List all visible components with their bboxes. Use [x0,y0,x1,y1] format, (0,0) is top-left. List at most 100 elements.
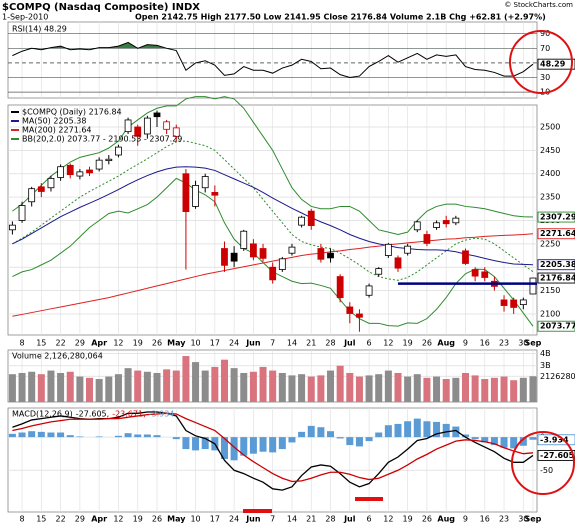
legend-label: $COMPQ (Daily) 2176.84 [22,108,122,117]
candle-body [259,248,267,259]
last-value-label: 2176.84 [540,274,575,283]
histogram-bar [327,431,335,438]
histogram-bar [249,437,257,454]
candle-body [317,248,325,260]
histogram-bar [471,437,479,440]
candle-body [471,269,479,277]
histogram-bar [394,423,402,438]
candle-body [442,220,450,225]
volume-bar [28,371,36,402]
x-tick-label: 26 [422,515,432,524]
x-tick-label: 24 [229,339,239,348]
last-value-box [537,449,575,461]
last-value-label: 2205.38 [540,260,575,269]
x-tick-label: Jun [245,515,261,524]
volume-bar [201,370,209,402]
last-value-label: 2073.77 [540,322,575,331]
legend-label: MA(50) 2205.38 [22,117,86,126]
candle-body [278,258,286,270]
y-tick-label: 90 [540,29,550,38]
histogram-bar [269,437,277,453]
x-tick-label: 17 [210,515,220,524]
bb-upper [12,96,533,236]
candle-body [163,121,171,130]
x-tick-label: Jul [343,339,356,348]
volume-bar [8,374,16,402]
volume-bar [192,362,200,402]
x-tick-label: 24 [229,515,239,524]
volume-bar [105,376,113,402]
histogram-bar [404,421,412,438]
histogram-bar [433,421,441,438]
legend-label: -23.671, [112,410,145,419]
x-tick-label: 19 [133,515,143,524]
volume-bar [66,371,74,402]
macd-line [12,412,534,483]
legend-label: MACD(12,26,9) [12,410,73,419]
volume-bar [182,356,190,402]
x-tick-label: 29 [75,515,85,524]
histogram-bar [18,432,26,438]
histogram-bar [298,431,306,438]
volume-bar [114,374,122,402]
volume-bar [336,365,344,402]
histogram-bar [529,437,537,440]
y-tick-label: 4B [540,349,551,358]
candle-body [182,173,190,212]
last-value-label: -3.934 [540,435,569,444]
panel-title: RSI(14) 48.29 [12,25,67,34]
chart-title: $COMPQ (Nasdaq Composite) INDX [2,2,200,13]
volume-bar [461,372,469,402]
histogram-bar [346,437,354,446]
histogram-bar [278,437,286,450]
candle-body [192,185,199,207]
last-value-box [537,58,575,70]
volume-bar [163,369,171,402]
histogram-bar [317,427,325,438]
volume-bar [433,376,441,402]
histogram-bar [182,437,190,450]
volume-bar [519,377,527,402]
x-tick-label: 23 [499,515,509,524]
histogram-bar [336,437,344,439]
x-tick-label: 21 [306,515,316,524]
volume-bar [240,372,248,402]
histogram-bar [423,421,431,438]
legend-label: MA(200) 2271.64 [22,126,92,135]
candle-body [356,313,363,318]
x-tick-label: 12 [113,339,123,348]
histogram-bar [192,437,200,451]
candle-body [124,119,132,133]
quote: Open 2142.75 High 2177.50 Low 2141.95 Cl… [135,13,546,22]
candle-body [8,224,16,231]
x-tick-label: 22 [56,515,66,524]
candle-body [66,164,74,176]
candle-body [153,112,161,118]
volume-bar [490,377,498,402]
x-tick-label: 26 [422,339,432,348]
x-tick-label: 26 [152,339,162,348]
histogram-bar [66,435,74,438]
volume-bar [355,376,363,402]
histogram-bar [240,437,248,456]
candle-body [57,166,64,178]
volume-bar [317,375,325,402]
candle-body [413,221,421,231]
volume-bar [404,376,412,402]
x-tick-label: Aug [437,515,455,524]
histogram-bar [365,437,373,442]
x-tick-label: 28 [325,339,335,348]
y-tick-label: 2450 [540,146,560,155]
candle-body [423,234,431,244]
candle-body [327,252,334,259]
x-tick-label: 14 [287,339,297,348]
x-tick-label: Apr [91,515,107,524]
last-value-box [537,211,575,223]
volume-bar [211,366,219,402]
volume-bar [346,372,354,402]
x-tick-label: 9 [463,515,468,524]
y-tick-label: 2400 [540,169,560,178]
x-tick-label: May [167,515,186,524]
